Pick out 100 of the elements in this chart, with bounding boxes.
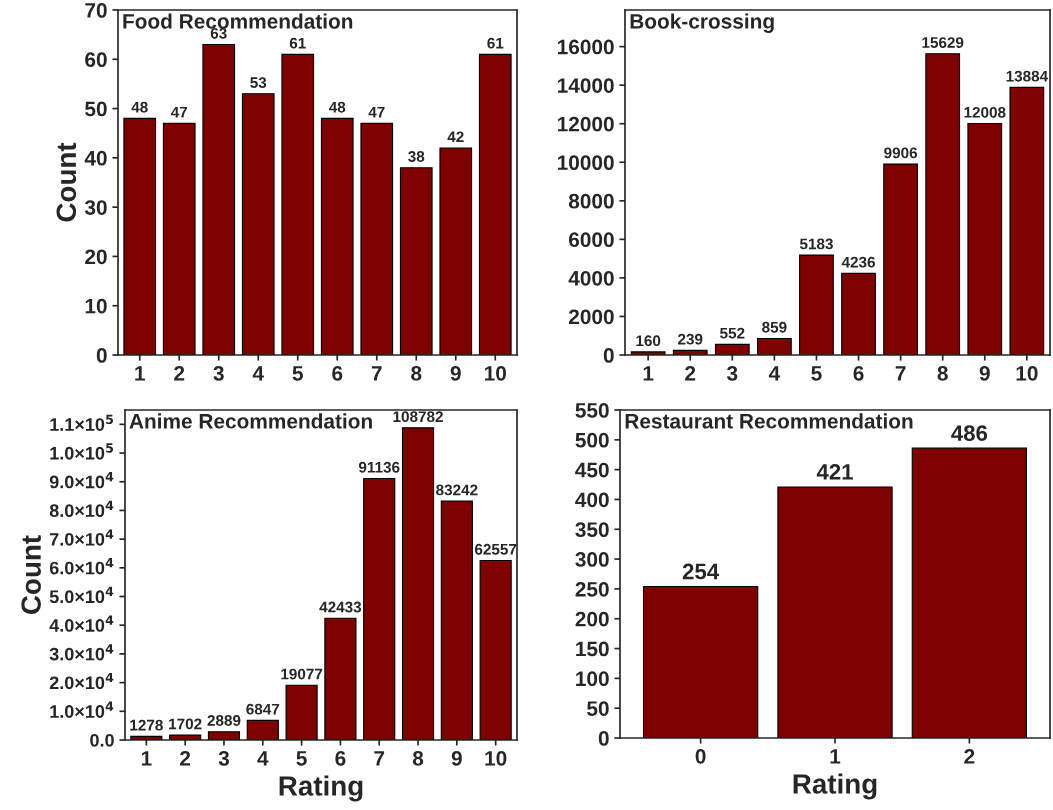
data-label: 254 xyxy=(682,563,720,580)
data-label: 486 xyxy=(951,425,988,441)
y-tick-label: 70 xyxy=(85,3,107,18)
y-axis-title: Count xyxy=(56,142,77,222)
data-label: 61 xyxy=(289,37,306,49)
data-label: 160 xyxy=(636,335,661,347)
y-tick-label: 400 xyxy=(575,492,609,508)
bar xyxy=(281,53,315,355)
bar xyxy=(440,500,473,740)
y-tick-label: 8.0×10$^{4}$ xyxy=(49,500,114,518)
x-tick-label: 0 xyxy=(695,748,706,764)
bar xyxy=(241,93,275,355)
x-tick-label: 2 xyxy=(964,748,975,764)
x-tick-label: 5 xyxy=(811,366,822,381)
x-tick-label: 8 xyxy=(937,365,948,381)
data-label: 4236 xyxy=(841,256,875,268)
x-tick-label: 1 xyxy=(830,749,841,764)
y-tick-label: 5.0×10$^{4}$ xyxy=(49,586,114,604)
bar xyxy=(777,486,893,738)
bar xyxy=(123,117,157,355)
y-tick-label: 60 xyxy=(85,52,107,68)
y-tick-label: 3.0×10$^{4}$ xyxy=(49,644,114,661)
bar xyxy=(399,167,433,355)
data-label: 48 xyxy=(131,101,148,113)
chart-title: Anime Recommendation xyxy=(129,413,372,429)
y-tick-label: 6.0×10$^{4}$ xyxy=(49,558,114,575)
y-tick-label: 14000 xyxy=(557,78,614,93)
x-tick-label: 3 xyxy=(726,365,738,381)
y-tick-label: 0.0 xyxy=(90,733,114,747)
data-label: 53 xyxy=(250,77,267,89)
y-tick-label: 500 xyxy=(575,432,609,448)
y-tick-label: 30 xyxy=(84,200,107,215)
x-tick-label: 3 xyxy=(218,750,230,766)
x-tick-label: 9 xyxy=(979,365,990,381)
x-tick-label: 8 xyxy=(412,750,424,766)
bar xyxy=(478,53,512,355)
y-tick-label: 20 xyxy=(85,249,107,265)
y-tick-label: 200 xyxy=(575,611,609,627)
y-tick-label: 9.0×10$^{4}$ xyxy=(49,472,114,489)
y-tick-label: 550 xyxy=(575,403,609,418)
chart-title: Restaurant Recommendation xyxy=(625,413,913,429)
bar xyxy=(207,731,241,740)
x-tick-label: 4 xyxy=(768,366,781,381)
data-label: 38 xyxy=(408,151,425,162)
chart-title: Food Recommendation xyxy=(123,13,353,29)
x-tick-label: 10 xyxy=(1016,365,1038,381)
data-label: 47 xyxy=(368,106,385,118)
bar xyxy=(320,117,354,355)
y-tick-label: 350 xyxy=(575,522,609,538)
y-axis-title: Count xyxy=(21,535,41,614)
x-tick-label: 2 xyxy=(685,365,696,381)
x-tick-label: 9 xyxy=(450,365,461,381)
x-tick-label: 9 xyxy=(451,750,462,766)
data-label: 6847 xyxy=(246,703,280,715)
x-tick-label: 6 xyxy=(853,365,864,381)
bar xyxy=(883,163,919,355)
y-tick-label: 4000 xyxy=(568,270,614,286)
y-tick-label: 12000 xyxy=(557,116,614,132)
bar xyxy=(360,122,394,355)
x-tick-label: 7 xyxy=(371,366,382,381)
bar xyxy=(756,337,792,355)
y-tick-label: 4.0×10$^{4}$ xyxy=(49,615,114,632)
y-tick-label: 0 xyxy=(603,348,614,363)
x-tick-label: 3 xyxy=(213,365,224,381)
data-label: 5183 xyxy=(799,238,833,250)
y-tick-label: 2000 xyxy=(568,309,614,325)
bar xyxy=(479,559,512,740)
y-tick-label: 150 xyxy=(576,641,609,657)
x-tick-label: 1 xyxy=(135,366,145,381)
bar xyxy=(363,477,396,740)
bar xyxy=(169,734,202,740)
y-tick-label: 8000 xyxy=(568,193,614,209)
y-tick-label: 0 xyxy=(598,731,609,746)
y-tick-label: 50 xyxy=(587,701,609,716)
y-tick-label: 300 xyxy=(575,552,609,567)
x-tick-label: 7 xyxy=(895,366,906,381)
data-label: 19077 xyxy=(281,668,323,680)
x-tick-label: 6 xyxy=(332,365,343,381)
data-label: 552 xyxy=(720,327,745,339)
y-tick-label: 450 xyxy=(575,462,609,478)
y-tick-label: 2.0×10$^{4}$ xyxy=(49,672,114,690)
y-tick-label: 50 xyxy=(85,101,107,117)
y-tick-label: 0 xyxy=(96,348,107,363)
chart-title: Book-crossing xyxy=(630,13,774,33)
data-label: 48 xyxy=(328,101,346,113)
bar xyxy=(162,122,196,355)
data-label: 47 xyxy=(170,106,188,118)
x-tick-label: 2 xyxy=(174,365,185,381)
bar xyxy=(925,53,961,355)
x-tick-label: 1 xyxy=(141,751,152,766)
x-tick-label: 6 xyxy=(335,750,346,766)
data-label: 12008 xyxy=(964,106,1006,118)
data-label: 13884 xyxy=(1006,70,1049,82)
x-tick-label: 5 xyxy=(296,751,307,766)
bar xyxy=(324,617,357,740)
data-label: 15629 xyxy=(922,37,964,48)
data-label: 108782 xyxy=(393,411,443,423)
bar xyxy=(401,427,435,740)
x-axis-title: Rating xyxy=(793,773,877,800)
data-label: 9906 xyxy=(884,147,918,159)
